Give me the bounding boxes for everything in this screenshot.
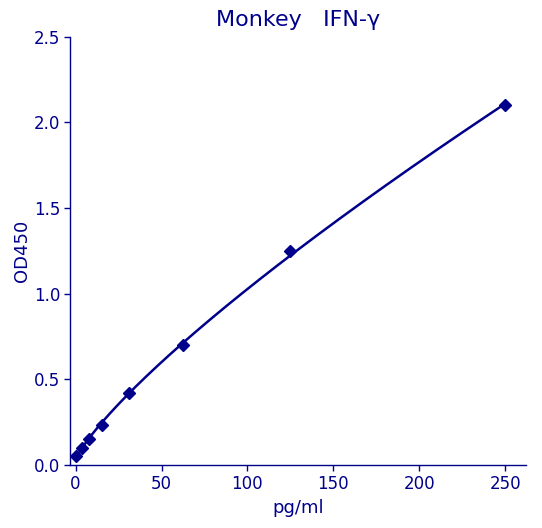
X-axis label: pg/ml: pg/ml — [272, 498, 324, 516]
Y-axis label: OD450: OD450 — [13, 220, 31, 282]
Title: Monkey   IFN-γ: Monkey IFN-γ — [216, 10, 380, 30]
